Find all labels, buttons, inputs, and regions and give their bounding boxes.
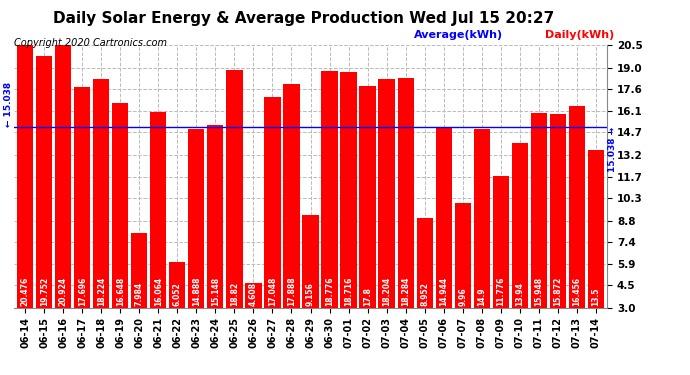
Text: 18.82: 18.82 — [230, 282, 239, 306]
Bar — [359, 86, 375, 308]
Text: 4.608: 4.608 — [249, 282, 258, 306]
Bar — [511, 143, 528, 308]
Text: 7.984: 7.984 — [135, 282, 144, 306]
Text: Daily(kWh): Daily(kWh) — [545, 30, 614, 40]
Text: 13.5: 13.5 — [591, 288, 600, 306]
Text: 9.96: 9.96 — [458, 288, 467, 306]
Bar — [531, 113, 546, 308]
Bar — [322, 71, 337, 308]
Text: 15.872: 15.872 — [553, 277, 562, 306]
Bar — [455, 203, 471, 308]
Bar — [302, 215, 319, 308]
Bar — [188, 129, 204, 308]
Text: 9.156: 9.156 — [306, 282, 315, 306]
Text: 15.148: 15.148 — [211, 277, 220, 306]
Bar — [93, 79, 110, 308]
Text: 14.888: 14.888 — [192, 277, 201, 306]
Bar — [569, 106, 585, 308]
Bar — [435, 128, 452, 308]
Text: Copyright 2020 Cartronics.com: Copyright 2020 Cartronics.com — [14, 38, 167, 48]
Text: 20.476: 20.476 — [21, 277, 30, 306]
Bar — [55, 39, 71, 308]
Bar — [473, 129, 490, 308]
Bar — [379, 80, 395, 308]
Text: 18.716: 18.716 — [344, 277, 353, 306]
Bar — [207, 125, 224, 308]
Bar — [36, 56, 52, 308]
Bar — [340, 72, 357, 308]
Text: 16.648: 16.648 — [116, 277, 125, 306]
Text: 6.052: 6.052 — [173, 282, 182, 306]
Bar — [397, 78, 414, 308]
Text: 16.064: 16.064 — [154, 277, 163, 306]
Text: 18.776: 18.776 — [325, 277, 334, 306]
Text: 17.8: 17.8 — [363, 287, 372, 306]
Text: Average(kWh): Average(kWh) — [414, 30, 503, 40]
Text: 14.944: 14.944 — [439, 277, 448, 306]
Bar — [131, 233, 148, 308]
Bar — [17, 45, 33, 308]
Bar — [112, 103, 128, 308]
Text: 19.752: 19.752 — [40, 277, 49, 306]
Text: 13.94: 13.94 — [515, 282, 524, 306]
Bar — [493, 176, 509, 308]
Bar — [169, 262, 186, 308]
Text: 16.456: 16.456 — [572, 277, 581, 306]
Text: 18.204: 18.204 — [382, 277, 391, 306]
Bar — [226, 70, 242, 308]
Text: Daily Solar Energy & Average Production Wed Jul 15 20:27: Daily Solar Energy & Average Production … — [53, 11, 554, 26]
Bar — [588, 150, 604, 308]
Text: 11.776: 11.776 — [496, 277, 505, 306]
Text: 18.224: 18.224 — [97, 277, 106, 306]
Text: 15.038 →: 15.038 → — [609, 127, 618, 172]
Text: 18.284: 18.284 — [401, 277, 410, 306]
Text: 17.888: 17.888 — [287, 277, 296, 306]
Text: 14.9: 14.9 — [477, 288, 486, 306]
Text: 17.048: 17.048 — [268, 277, 277, 306]
Bar — [150, 111, 166, 308]
Bar — [246, 284, 262, 308]
Text: 17.696: 17.696 — [78, 277, 87, 306]
Text: 8.952: 8.952 — [420, 282, 429, 306]
Bar — [264, 97, 281, 308]
Text: 15.948: 15.948 — [534, 277, 543, 306]
Bar — [550, 114, 566, 308]
Bar — [284, 84, 299, 308]
Text: ← 15.038: ← 15.038 — [3, 82, 12, 127]
Text: 20.924: 20.924 — [59, 277, 68, 306]
Bar — [417, 218, 433, 308]
Bar — [75, 87, 90, 308]
